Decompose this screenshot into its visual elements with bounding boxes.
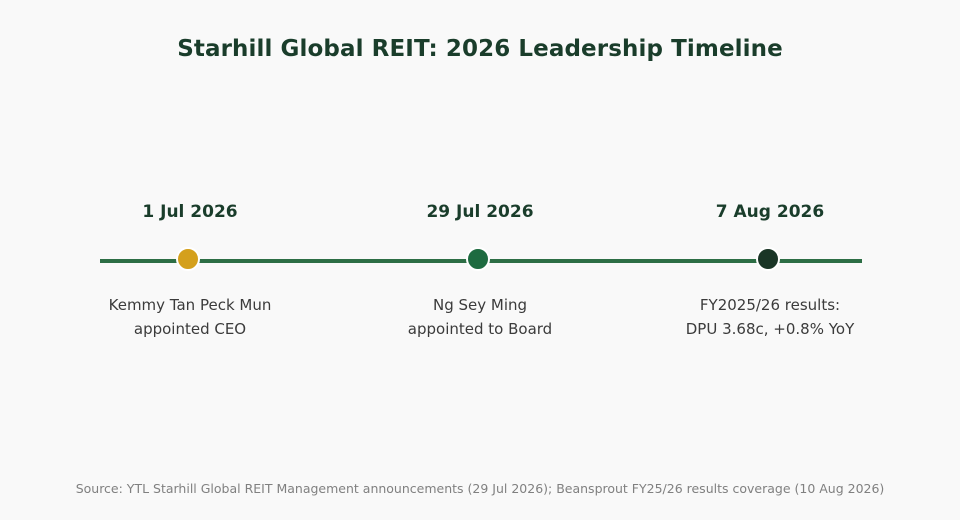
- event-marker-dot: [466, 247, 490, 271]
- event-description-line: DPU 3.68c, +0.8% YoY: [685, 320, 855, 338]
- event-date: 1 Jul 2026: [142, 202, 238, 222]
- event-description-line: Kemmy Tan Peck Mun: [108, 296, 272, 314]
- event-date: 29 Jul 2026: [426, 202, 534, 222]
- event-description: FY2025/26 results: DPU 3.68c, +0.8% YoY: [650, 293, 890, 341]
- source-note: Source: YTL Starhill Global REIT Managem…: [75, 481, 885, 496]
- event-description-line: appointed to Board: [407, 320, 553, 338]
- timeline-event-ceo-appointment: 1 Jul 2026 Kemmy Tan Peck Mun appointed …: [70, 0, 310, 520]
- event-marker-dot: [756, 247, 780, 271]
- event-description-line: Ng Sey Ming: [432, 296, 528, 314]
- event-marker-dot: [176, 247, 200, 271]
- event-date: 7 Aug 2026: [715, 202, 825, 222]
- event-description: Kemmy Tan Peck Mun appointed CEO: [70, 293, 310, 341]
- event-description-line: FY2025/26 results:: [699, 296, 841, 314]
- timeline-title: Starhill Global REIT: 2026 Leadership Ti…: [177, 36, 783, 62]
- event-description: Ng Sey Ming appointed to Board: [360, 293, 600, 341]
- timeline-event-results: 7 Aug 2026 FY2025/26 results: DPU 3.68c,…: [650, 0, 890, 520]
- event-description-line: appointed CEO: [133, 320, 247, 338]
- timeline-event-board-appointment: 29 Jul 2026 Ng Sey Ming appointed to Boa…: [360, 0, 600, 520]
